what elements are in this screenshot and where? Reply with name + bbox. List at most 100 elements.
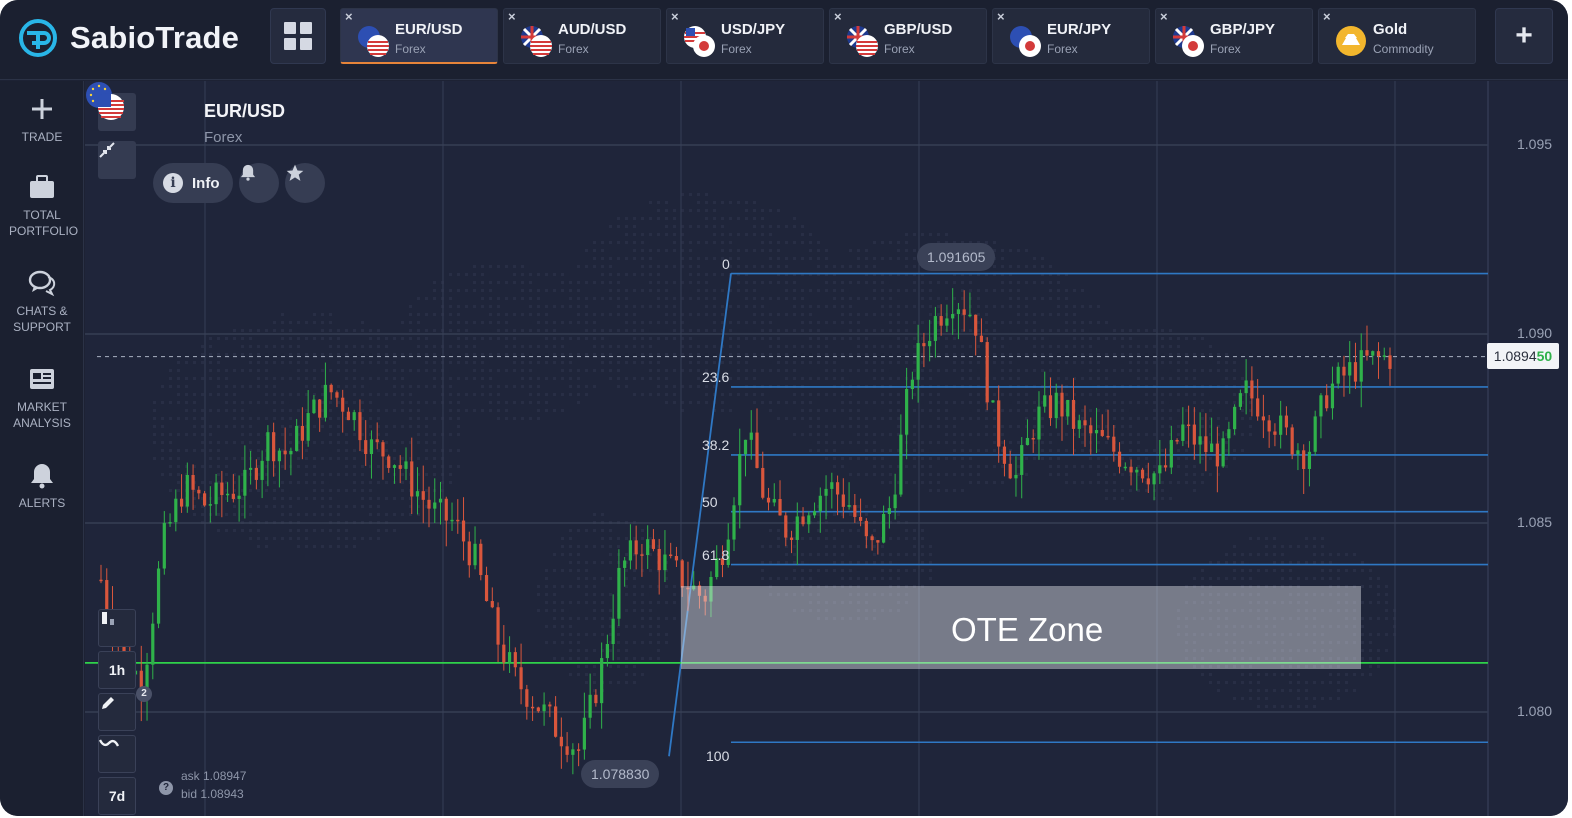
candle-body [1002, 446, 1007, 464]
sidebar-item-market-analysis[interactable]: MARKET ANALYSIS [0, 365, 84, 431]
candle-body [450, 519, 454, 522]
help-icon[interactable]: ? [159, 781, 173, 795]
fib-level-label: 100 [706, 748, 730, 765]
sidebar-item-trade[interactable]: TRADE [0, 95, 84, 145]
candle-body [789, 537, 794, 540]
ote-zone-rectangle[interactable] [681, 586, 1361, 669]
candle-body [1238, 393, 1242, 407]
candle-body [1135, 469, 1139, 473]
candle-body [1256, 398, 1260, 417]
candle-body [1031, 437, 1035, 440]
close-tab-icon[interactable]: × [997, 9, 1005, 24]
candle-body [1348, 362, 1352, 376]
chart-type-button[interactable] [98, 609, 136, 647]
candle-body [916, 343, 920, 380]
candle-body [1313, 416, 1317, 452]
candle-body [680, 560, 684, 588]
candle-body [461, 520, 466, 542]
brand-logo[interactable]: SabioTrade [18, 16, 239, 60]
candle-body [1152, 473, 1156, 485]
indicators-button[interactable] [98, 735, 136, 773]
candle-body [847, 505, 851, 507]
candle-body [1279, 415, 1283, 435]
minimize-chart-button[interactable] [98, 141, 136, 179]
tab-name: USD/JPY [721, 21, 786, 38]
candle-body [513, 652, 517, 668]
candle-body [392, 465, 397, 468]
candle-body [145, 664, 149, 696]
tab-gbp-usd[interactable]: × GBP/USD Forex [829, 8, 987, 64]
candle-body [484, 575, 489, 602]
timeframe-button[interactable]: 1h [98, 651, 136, 689]
close-tab-icon[interactable]: × [508, 9, 516, 24]
close-tab-icon[interactable]: × [1323, 9, 1331, 24]
close-tab-icon[interactable]: × [345, 9, 353, 24]
candle-body [801, 516, 805, 525]
candle-body [692, 585, 696, 590]
info-button[interactable]: i Info [153, 163, 233, 203]
tab-gold[interactable]: × Gold Commodity [1318, 8, 1476, 64]
tab-category: Forex [1047, 42, 1078, 56]
candle-body [398, 465, 402, 469]
candle-body [1371, 351, 1375, 356]
close-tab-icon[interactable]: × [671, 9, 679, 24]
candle-body [582, 717, 586, 750]
candle-body [991, 400, 995, 403]
candle-body [945, 318, 949, 326]
alert-button[interactable] [239, 163, 279, 203]
price-chart[interactable] [85, 81, 1568, 816]
candle-body [525, 689, 529, 707]
candle-body [1353, 362, 1358, 382]
chart-area[interactable]: OTE Zone EUR/USD Forex i Info 1h [85, 81, 1568, 816]
candle-body [421, 491, 425, 500]
candle-body [1094, 430, 1099, 434]
tab-usd-jpy[interactable]: × USD/JPY Forex [666, 8, 824, 64]
info-label: Info [192, 174, 220, 192]
tab-eur-usd[interactable]: × EUR/USD Forex [340, 8, 498, 64]
sidebar-item-portfolio[interactable]: TOTAL PORTFOLIO [0, 173, 84, 239]
sidebar-item-alerts[interactable]: ALERTS [0, 461, 84, 511]
close-tab-icon[interactable]: × [1160, 9, 1168, 24]
candle-body [882, 513, 886, 543]
fib-trend-line [668, 273, 732, 757]
candle-body [364, 440, 368, 454]
tab-aud-usd[interactable]: × AUD/USD Forex [503, 8, 661, 64]
range-button[interactable]: 7d [98, 777, 136, 815]
candle-body [283, 450, 287, 455]
candle-body [709, 577, 713, 602]
candle-body [105, 580, 109, 610]
candle-body [1192, 424, 1196, 445]
sidebar-item-label: TOTAL PORTFOLIO [9, 208, 79, 238]
sidebar: TRADE TOTAL PORTFOLIO CHATS & SUPPORT MA… [0, 81, 84, 816]
candle-body [1261, 416, 1266, 421]
candle-body [1129, 466, 1133, 473]
tab-gbp-jpy[interactable]: × GBP/JPY Forex [1155, 8, 1313, 64]
add-tab-button[interactable]: + [1495, 8, 1553, 64]
close-tab-icon[interactable]: × [834, 9, 842, 24]
symbol-category: Forex [204, 129, 243, 146]
candle-body [807, 515, 811, 525]
candle-body [479, 543, 483, 576]
chat-icon [28, 270, 56, 297]
fib-level-label: 0 [722, 255, 730, 272]
candle-body [1037, 406, 1041, 440]
candle-body [1169, 440, 1173, 468]
candle-body [905, 389, 909, 435]
swing-high-label: 1.091605 [917, 243, 996, 271]
candle-body [594, 694, 598, 704]
favorite-button[interactable] [285, 163, 325, 203]
drawing-tools-button[interactable]: 2 [98, 686, 152, 731]
layout-grid-button[interactable] [270, 8, 326, 64]
candle-body [179, 498, 184, 507]
candle-body [1100, 430, 1104, 436]
candle-body [1376, 351, 1381, 357]
ask-price: ask 1.08947 [181, 769, 247, 783]
sidebar-item-chats[interactable]: CHATS & SUPPORT [0, 269, 84, 335]
candle-body [1365, 350, 1369, 356]
candle-body [1233, 406, 1237, 430]
candle-body [1071, 399, 1076, 429]
tab-eur-jpy[interactable]: × EUR/JPY Forex [992, 8, 1150, 64]
candle-body [928, 340, 932, 347]
candle-body [640, 554, 644, 556]
